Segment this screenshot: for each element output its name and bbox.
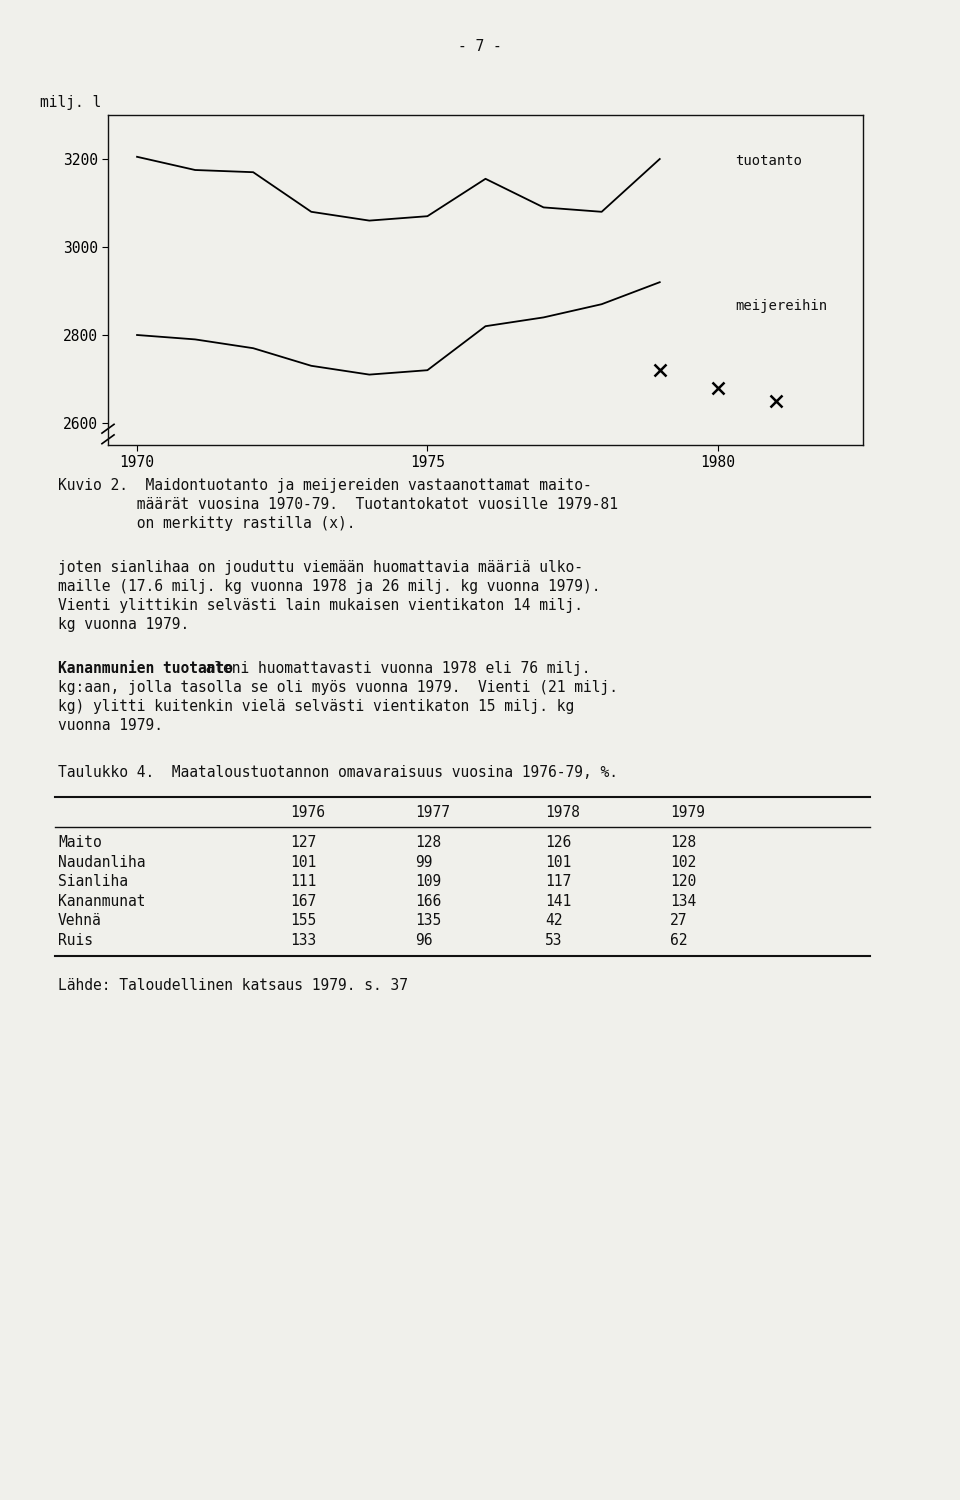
Text: 101: 101 (545, 855, 571, 870)
Text: 133: 133 (290, 933, 316, 948)
Text: 101: 101 (290, 855, 316, 870)
Text: maille (17.6 milj. kg vuonna 1978 ja 26 milj. kg vuonna 1979).: maille (17.6 milj. kg vuonna 1978 ja 26 … (58, 579, 601, 594)
Text: 53: 53 (545, 933, 563, 948)
Text: Kuvio 2.  Maidontuotanto ja meijereiden vastaanottamat maito-: Kuvio 2. Maidontuotanto ja meijereiden v… (58, 478, 591, 494)
Text: Kananmunat: Kananmunat (58, 894, 146, 909)
Text: kg) ylitti kuitenkin vielä selvästi vientikaton 15 milj. kg: kg) ylitti kuitenkin vielä selvästi vien… (58, 699, 574, 714)
Text: 102: 102 (670, 855, 696, 870)
Text: vuonna 1979.: vuonna 1979. (58, 718, 163, 734)
Text: 155: 155 (290, 914, 316, 928)
Text: - 7 -: - 7 - (458, 39, 502, 54)
Text: on merkitty rastilla (x).: on merkitty rastilla (x). (58, 516, 355, 531)
Text: kg vuonna 1979.: kg vuonna 1979. (58, 616, 189, 632)
Text: joten sianlihaa on jouduttu viemään huomattavia määriä ulko-: joten sianlihaa on jouduttu viemään huom… (58, 560, 583, 574)
Text: 1978: 1978 (545, 806, 580, 820)
Text: Ruis: Ruis (58, 933, 93, 948)
Text: 167: 167 (290, 894, 316, 909)
Text: 1976: 1976 (290, 806, 325, 820)
Text: 42: 42 (545, 914, 563, 928)
Text: 27: 27 (670, 914, 687, 928)
Text: Sianliha: Sianliha (58, 874, 128, 890)
Text: 127: 127 (290, 836, 316, 850)
Text: 135: 135 (415, 914, 442, 928)
Text: 166: 166 (415, 894, 442, 909)
Text: kg:aan, jolla tasolla se oli myös vuonna 1979.  Vienti (21 milj.: kg:aan, jolla tasolla se oli myös vuonna… (58, 680, 618, 694)
Text: Kananmunien tuotanto: Kananmunien tuotanto (58, 662, 233, 676)
Text: 120: 120 (670, 874, 696, 890)
Text: tuotanto: tuotanto (735, 154, 803, 168)
Text: Taulukko 4.  Maataloustuotannon omavaraisuus vuosina 1976-79, %.: Taulukko 4. Maataloustuotannon omavarais… (58, 765, 618, 780)
Text: Maito: Maito (58, 836, 102, 850)
Text: Lähde: Taloudellinen katsaus 1979. s. 37: Lähde: Taloudellinen katsaus 1979. s. 37 (58, 978, 408, 993)
Text: milj. l: milj. l (40, 94, 102, 110)
Text: meijereihin: meijereihin (735, 300, 828, 313)
Text: 96: 96 (415, 933, 433, 948)
Text: 134: 134 (670, 894, 696, 909)
Text: 141: 141 (545, 894, 571, 909)
Text: Vehnä: Vehnä (58, 914, 102, 928)
Text: 111: 111 (290, 874, 316, 890)
Text: 109: 109 (415, 874, 442, 890)
Text: 1977: 1977 (415, 806, 450, 820)
Text: 126: 126 (545, 836, 571, 850)
Text: aleni huomattavasti vuonna 1978 eli 76 milj.: aleni huomattavasti vuonna 1978 eli 76 m… (188, 662, 590, 676)
Text: määrät vuosina 1970-79.  Tuotantokatot vuosille 1979-81: määrät vuosina 1970-79. Tuotantokatot vu… (58, 496, 618, 512)
Text: 99: 99 (415, 855, 433, 870)
Text: 128: 128 (670, 836, 696, 850)
Text: 128: 128 (415, 836, 442, 850)
Text: 1979: 1979 (670, 806, 705, 820)
Text: Naudanliha: Naudanliha (58, 855, 146, 870)
Text: Vienti ylittikin selvästi lain mukaisen vientikaton 14 milj.: Vienti ylittikin selvästi lain mukaisen … (58, 598, 583, 613)
Text: 62: 62 (670, 933, 687, 948)
Text: 117: 117 (545, 874, 571, 890)
